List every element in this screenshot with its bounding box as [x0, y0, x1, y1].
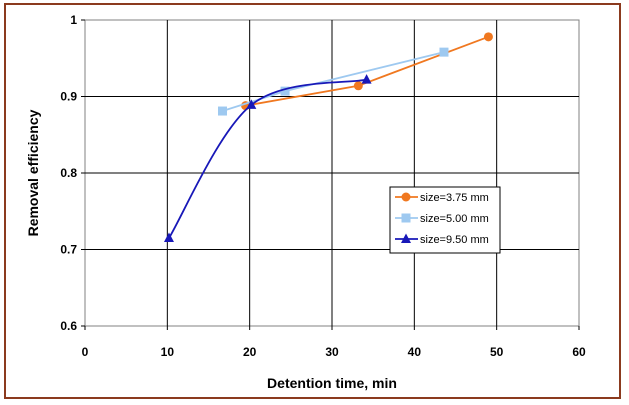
y-axis-title: Removal efficiency: [25, 109, 41, 236]
data-point: [246, 99, 257, 109]
tick-layer: 0.60.70.80.910 10 20 30 40 50 60: [60, 13, 586, 359]
grid: [85, 20, 579, 326]
data-point: [483, 32, 493, 42]
legend-marker: [401, 192, 411, 202]
x-tick-label: 40: [408, 345, 422, 359]
legend: size=3.75 mm size=5.00 mm size=9.50 mm: [389, 186, 501, 254]
legend-marker: [401, 213, 411, 223]
series-layer: [163, 32, 493, 243]
series-1: [217, 47, 449, 116]
legend-label-0: size=3.75 mm: [420, 192, 489, 204]
legend-entry-1: size=5.00 mm: [395, 213, 489, 225]
legend-sample-2: [395, 233, 418, 243]
data-point: [361, 74, 372, 84]
x-tick-label: 50: [490, 345, 504, 359]
y-tick-label: 1: [70, 13, 77, 27]
data-point: [217, 106, 227, 116]
legend-entry-0: size=3.75 mm: [395, 192, 489, 204]
data-point: [439, 47, 449, 57]
y-tick-label: 0.7: [60, 243, 77, 257]
legend-label-2: size=9.50 mm: [420, 234, 489, 246]
y-tick-label: 0.6: [60, 319, 77, 333]
legend-marker: [401, 233, 411, 243]
x-tick-label: 30: [325, 345, 339, 359]
legend-sample-0: [395, 192, 418, 202]
x-tick-label: 60: [572, 345, 586, 359]
series-2: [163, 74, 372, 243]
legend-entry-2: size=9.50 mm: [395, 233, 489, 246]
legend-sample-1: [395, 213, 418, 223]
data-point: [353, 81, 363, 91]
legend-label-1: size=5.00 mm: [420, 213, 489, 225]
x-tick-label: 20: [243, 345, 257, 359]
x-axis-title: Detention time, min: [267, 375, 397, 391]
y-tick-label: 0.9: [60, 90, 77, 104]
x-tick-label: 10: [161, 345, 175, 359]
y-tick-label: 0.8: [60, 166, 77, 180]
data-point: [163, 232, 174, 243]
data-point: [280, 86, 290, 96]
x-tick-label: 0: [82, 345, 89, 359]
